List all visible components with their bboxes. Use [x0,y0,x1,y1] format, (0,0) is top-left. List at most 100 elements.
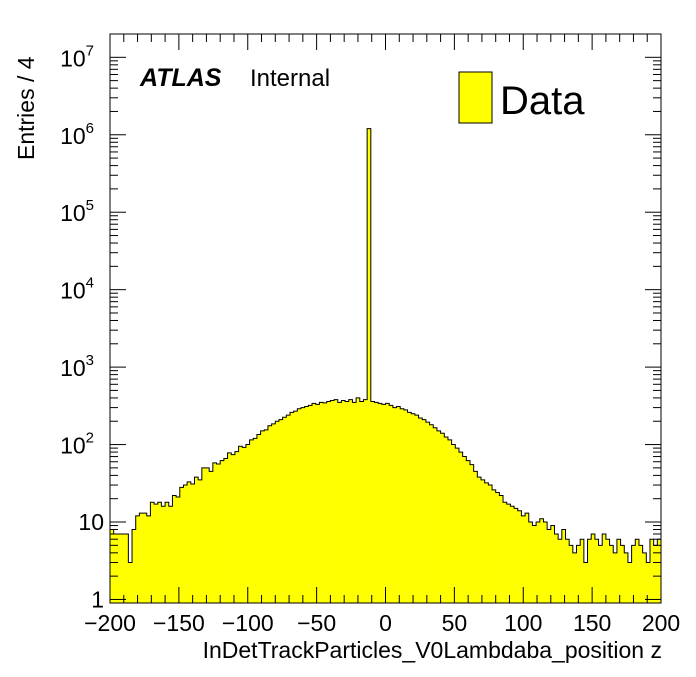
histogram-bin [481,479,486,603]
histogram-bin [223,458,228,603]
histogram-bin [649,539,655,603]
histogram-bin [260,430,265,603]
x-tick-label: 50 [442,610,468,636]
histogram-bin [469,464,475,603]
x-tick-label: 150 [573,610,611,636]
histogram-bin [616,539,621,603]
histogram-bin [139,513,144,603]
histogram-bin [653,545,658,603]
x-tick-labels: −200 −150 −100 −50 0 50 100 150 200 [84,610,680,636]
histogram-bin [396,406,401,603]
histogram-bin [245,444,250,603]
x-tick-label: −200 [84,610,136,636]
histogram-bin [411,413,416,603]
histogram-bin [609,545,614,603]
histogram-bin [110,529,115,603]
histogram-bin [458,452,464,603]
histogram-bin [176,497,181,603]
histogram-bin [455,448,460,603]
histogram-bin [536,522,541,603]
histogram-bin [231,454,236,603]
histogram-bin [631,545,636,603]
x-tick-label: −100 [222,610,274,636]
histogram-bin [143,513,148,603]
x-tick-label: 200 [642,610,680,636]
histogram-bin [492,489,497,603]
y-tick-label: 1 [91,586,104,612]
histogram-bin [194,477,199,603]
histogram-bin [646,562,651,603]
histogram-bin [278,419,284,603]
histogram-bin [433,427,438,603]
histogram-bin [150,502,155,603]
histogram-outline-path [109,128,662,603]
histogram-bin [558,539,563,603]
y-axis-label: Entries / 4 [13,56,39,160]
legend-label: Data [500,79,585,123]
histogram-bin [205,467,210,603]
histogram-bin [187,481,192,603]
histogram-bin [583,562,588,603]
histogram-bin [253,438,258,603]
histogram-bin [135,515,140,603]
histogram-bin [521,515,526,603]
histogram-bin [561,529,566,603]
y-tick-label: 103 [60,352,94,381]
histogram-bin [271,423,276,603]
histogram-bin [238,446,243,603]
histogram-bin [124,534,129,603]
histogram-bin [466,460,471,603]
histogram-bin [451,444,456,603]
histogram-bin [249,439,254,603]
histogram-bin [297,408,302,603]
histogram-bin [425,422,430,603]
histogram-bin [605,539,610,603]
histogram-bin [554,534,559,603]
histogram-bin [550,525,555,603]
y-tick-label: 104 [60,275,94,304]
histogram-bin [624,552,629,603]
histogram-bin [389,405,394,603]
histogram-bin [330,400,335,603]
histogram-bin [172,495,177,603]
histogram-bin [378,403,383,603]
histogram-bin [289,412,295,603]
histogram-bin [569,545,574,603]
histogram-bin [407,412,412,603]
histogram-bin [301,407,306,603]
histogram-bin [168,506,173,603]
histogram-bin [638,545,644,603]
histogram-bin [367,128,372,603]
histogram-bin [565,539,570,603]
histogram-bin [613,552,618,603]
histogram-bin [337,402,342,603]
histogram-bin [117,534,122,603]
histogram-bin [488,485,493,603]
histogram-bin [532,525,537,603]
legend-swatch [458,71,493,124]
histogram-bin [154,504,159,603]
y-tick-label: 106 [60,120,94,149]
histogram-bin [400,408,405,603]
histogram-bin [503,502,508,603]
histogram-bin [179,487,184,603]
histogram-bin [256,434,262,603]
axis-ticks [109,33,662,603]
histogram-bin [227,452,232,603]
histogram-bin [161,506,166,603]
histogram-bin [212,462,217,603]
histogram-bin [506,504,511,603]
histogram-bin [499,495,504,603]
histogram-bin [627,562,633,603]
x-tick-label: 0 [379,610,392,636]
histogram-bin [323,402,328,603]
histogram-bin [576,545,581,603]
x-tick-label: 100 [504,610,542,636]
histogram-bin [157,502,162,603]
histogram-bin [183,485,188,603]
y-tick-labels: 1 10 102 103 104 105 106 107 [60,42,104,612]
histogram-bin [308,405,313,603]
histogram-bin [275,421,280,603]
